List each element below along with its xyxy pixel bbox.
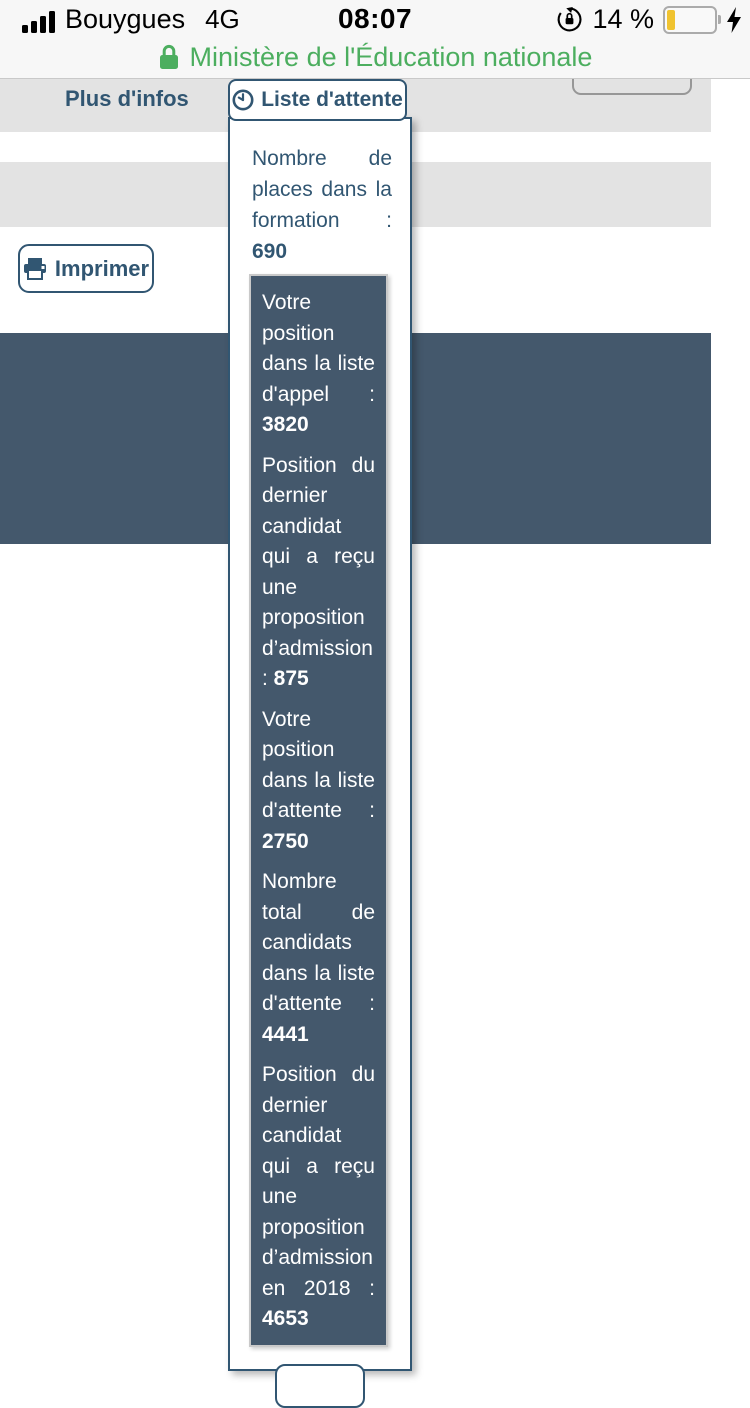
footer-link-datagouv[interactable]: data.go (153, 807, 224, 830)
network-type-label: 4G (205, 4, 240, 34)
footer-link-plan-du-site[interactable]: Plan du site (447, 745, 557, 768)
battery-icon (663, 5, 721, 34)
tab-liste-attente[interactable]: Liste d'attente (228, 79, 407, 121)
charging-bolt-icon (726, 6, 742, 33)
footer-partial-link-left[interactable]: ouv.fr (2, 773, 53, 796)
browser-chrome: Bouygues 4G 08:07 14 % (0, 0, 750, 79)
signal-strength-icon (22, 7, 55, 33)
tab-liste-attente-label: Liste d'attente (261, 88, 403, 111)
stat-position-liste-attente: Votre position dans la liste d'attente :… (262, 707, 375, 853)
status-bar: Bouygues 4G 08:07 14 % (0, 0, 750, 40)
footer-link-mentions-legales[interactable]: Mentions légales (447, 776, 605, 799)
clock-icon (232, 89, 254, 111)
places-count-text: Nombre de places dans la formation : 690 (252, 147, 392, 263)
waiting-list-panel: Nombre de places dans la formation : 690… (228, 117, 412, 1408)
battery-percent-label: 14 % (592, 4, 654, 34)
site-name-label: Ministère de l'Éducation nationale (189, 41, 593, 72)
safari-address-bar[interactable]: Ministère de l'Éducation nationale (0, 38, 750, 76)
clock-time: 08:07 (337, 3, 413, 34)
footer-link-legifrance[interactable]: legifran (153, 745, 222, 768)
tab-plus-infos[interactable]: Plus d'infos (65, 86, 189, 111)
places-count-value: 690 (252, 240, 288, 263)
stat-dernier-candidat-2018: Position du dernier candidat qui a reçu … (262, 1063, 375, 1330)
footer-heading: NOUS CONNAÎTRE (447, 688, 682, 716)
partial-close-button[interactable] (275, 1363, 365, 1408)
stat-position-liste-appel: Votre position dans la liste d'appel : 3… (262, 291, 375, 436)
https-lock-icon (158, 44, 180, 70)
footer-link-accessibilite[interactable]: Accessibilité (447, 807, 563, 830)
print-button[interactable]: Imprimer (18, 244, 154, 293)
printer-icon (23, 257, 47, 280)
footer-link-contact[interactable]: Contact (447, 838, 520, 861)
print-button-label: Imprimer (54, 255, 150, 281)
carrier-label: Bouygues (65, 4, 186, 34)
rotation-lock-icon (556, 6, 583, 33)
waiting-list-stats-box: Votre position dans la liste d'appel : 3… (249, 274, 388, 1347)
footer-link-service-public[interactable]: service- (153, 776, 227, 799)
footer-nous-connaitre: NOUS CONNAÎTRE Plan du site Mentions lég… (447, 688, 682, 865)
stat-dernier-candidat-proposition: Position du dernier candidat qui a reçu … (262, 453, 375, 691)
footer-partial-links-column: legifran service- data.go (153, 741, 227, 834)
stat-total-candidats-attente: Nombre total de candidats dans la liste … (262, 870, 375, 1046)
